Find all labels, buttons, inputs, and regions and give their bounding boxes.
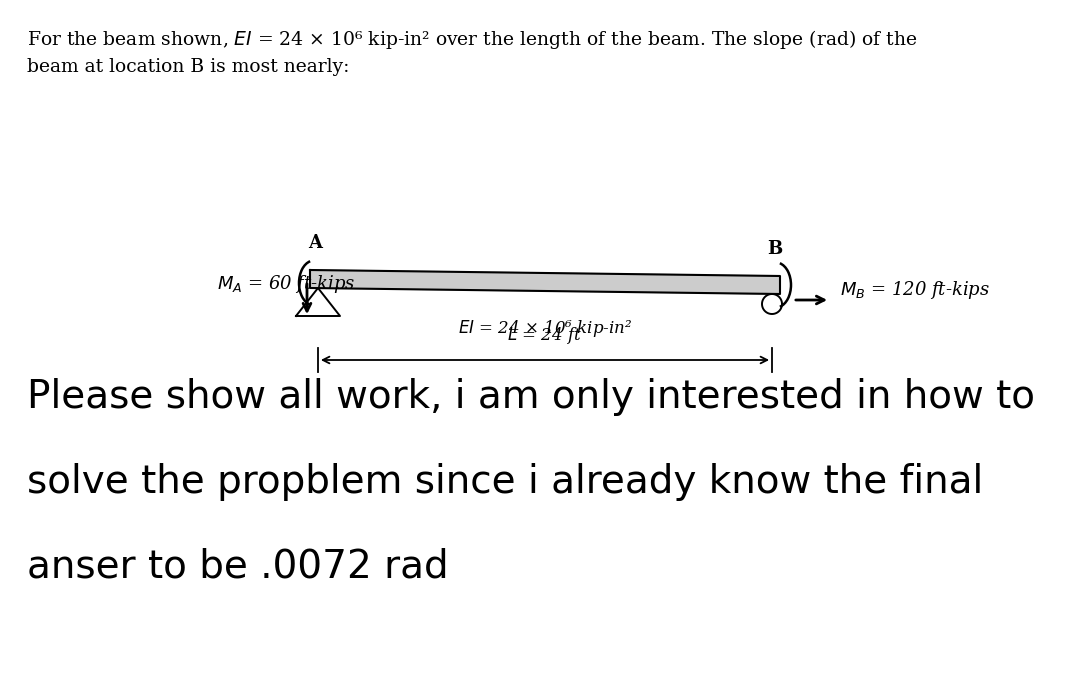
Text: A: A <box>308 234 322 252</box>
Text: $EI$ = 24 × 10⁶ kip-in²: $EI$ = 24 × 10⁶ kip-in² <box>458 318 632 339</box>
Text: solve the propblem since i already know the final: solve the propblem since i already know … <box>27 463 983 501</box>
Text: Please show all work, i am only interested in how to: Please show all work, i am only interest… <box>27 378 1035 416</box>
Text: beam at location B is most nearly:: beam at location B is most nearly: <box>27 58 349 76</box>
Text: anser to be .0072 rad: anser to be .0072 rad <box>27 548 448 586</box>
Text: B: B <box>768 240 783 258</box>
Polygon shape <box>310 270 780 294</box>
Text: For the beam shown, $EI$ = 24 × 10⁶ kip-in² over the length of the beam. The slo: For the beam shown, $EI$ = 24 × 10⁶ kip-… <box>27 28 917 51</box>
Text: $L$ = 24 ft: $L$ = 24 ft <box>508 325 582 346</box>
Text: $M_A$ = 60 ft-kips: $M_A$ = 60 ft-kips <box>217 273 355 295</box>
Text: $M_B$ = 120 ft-kips: $M_B$ = 120 ft-kips <box>840 279 990 301</box>
